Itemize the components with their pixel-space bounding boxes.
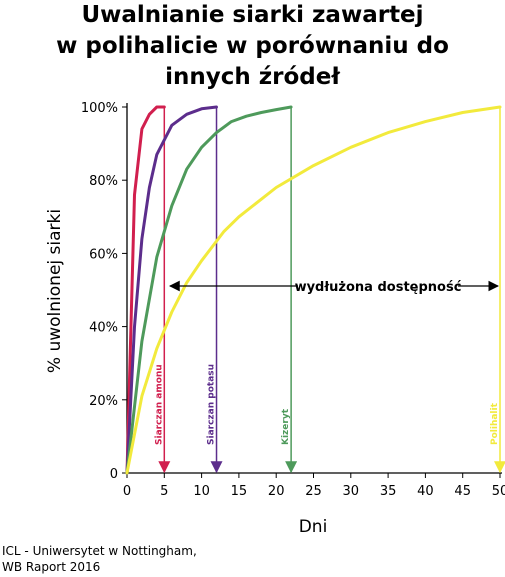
chart-annotations: wydłużona dostępność [168, 276, 500, 296]
x-tick-label: 10 [193, 484, 210, 499]
annotation-background [300, 276, 456, 296]
source-line: WB Raport 2016 [2, 560, 101, 574]
y-axis-label: % uwolnionej siarki [45, 209, 65, 373]
x-tick-label: 0 [123, 484, 131, 499]
x-tick-label: 30 [343, 484, 360, 499]
source-line: ICL - Uniwersytet w Nottingham, [2, 544, 197, 558]
series-line [125, 105, 293, 475]
release-chart: 0 20% 40% 60% 80% 100% 0 5 10 15 20 25 30 35 40 45 50 Si… [45, 101, 505, 537]
series-line [125, 105, 166, 475]
series-label: Kizeryt [281, 408, 291, 445]
chart-series: Siarczan amonu Siarczan potasu Kizeryt Poli… [125, 105, 505, 475]
chart-title-line: Uwalnianie siarki zawartej [81, 2, 424, 28]
x-tick-label: 50 [492, 484, 505, 499]
chart-title-line: innych źródeł [165, 64, 340, 90]
series-line [125, 105, 218, 475]
x-tick-label: 15 [231, 484, 248, 499]
y-tick-label: 80% [89, 174, 118, 189]
series-label: Polihalit [490, 402, 500, 445]
series-label: Siarczan potasu [207, 364, 217, 445]
source-note: ICL - Uniwersytet w Nottingham, WB Rapor… [2, 543, 197, 575]
y-tick-label: 100% [81, 101, 118, 116]
series-line [125, 105, 502, 475]
x-tick-label: 20 [268, 484, 285, 499]
series-label: Siarczan amonu [154, 364, 164, 445]
y-tick-label: 60% [89, 247, 118, 262]
x-tick-label: 25 [305, 484, 322, 499]
y-tick-label: 20% [89, 394, 118, 409]
y-tick-label: 40% [89, 321, 118, 336]
x-tick-label: 35 [380, 484, 397, 499]
y-tick-label: 0 [110, 467, 118, 482]
chart-title-line: w polihalicie w porównaniu do [56, 33, 449, 59]
x-tick-label: 40 [417, 484, 434, 499]
annotation-label: wydłużona dostępność [295, 280, 462, 295]
chart-title: Uwalnianie siarki zawartej w polihalicie… [0, 0, 505, 93]
chart-axes: 0 20% 40% 60% 80% 100% 0 5 10 15 20 25 30 35 40 45 50 [81, 101, 505, 499]
x-axis-label: Dni [299, 517, 328, 537]
x-tick-label: 45 [454, 484, 471, 499]
x-tick-label: 5 [160, 484, 168, 499]
